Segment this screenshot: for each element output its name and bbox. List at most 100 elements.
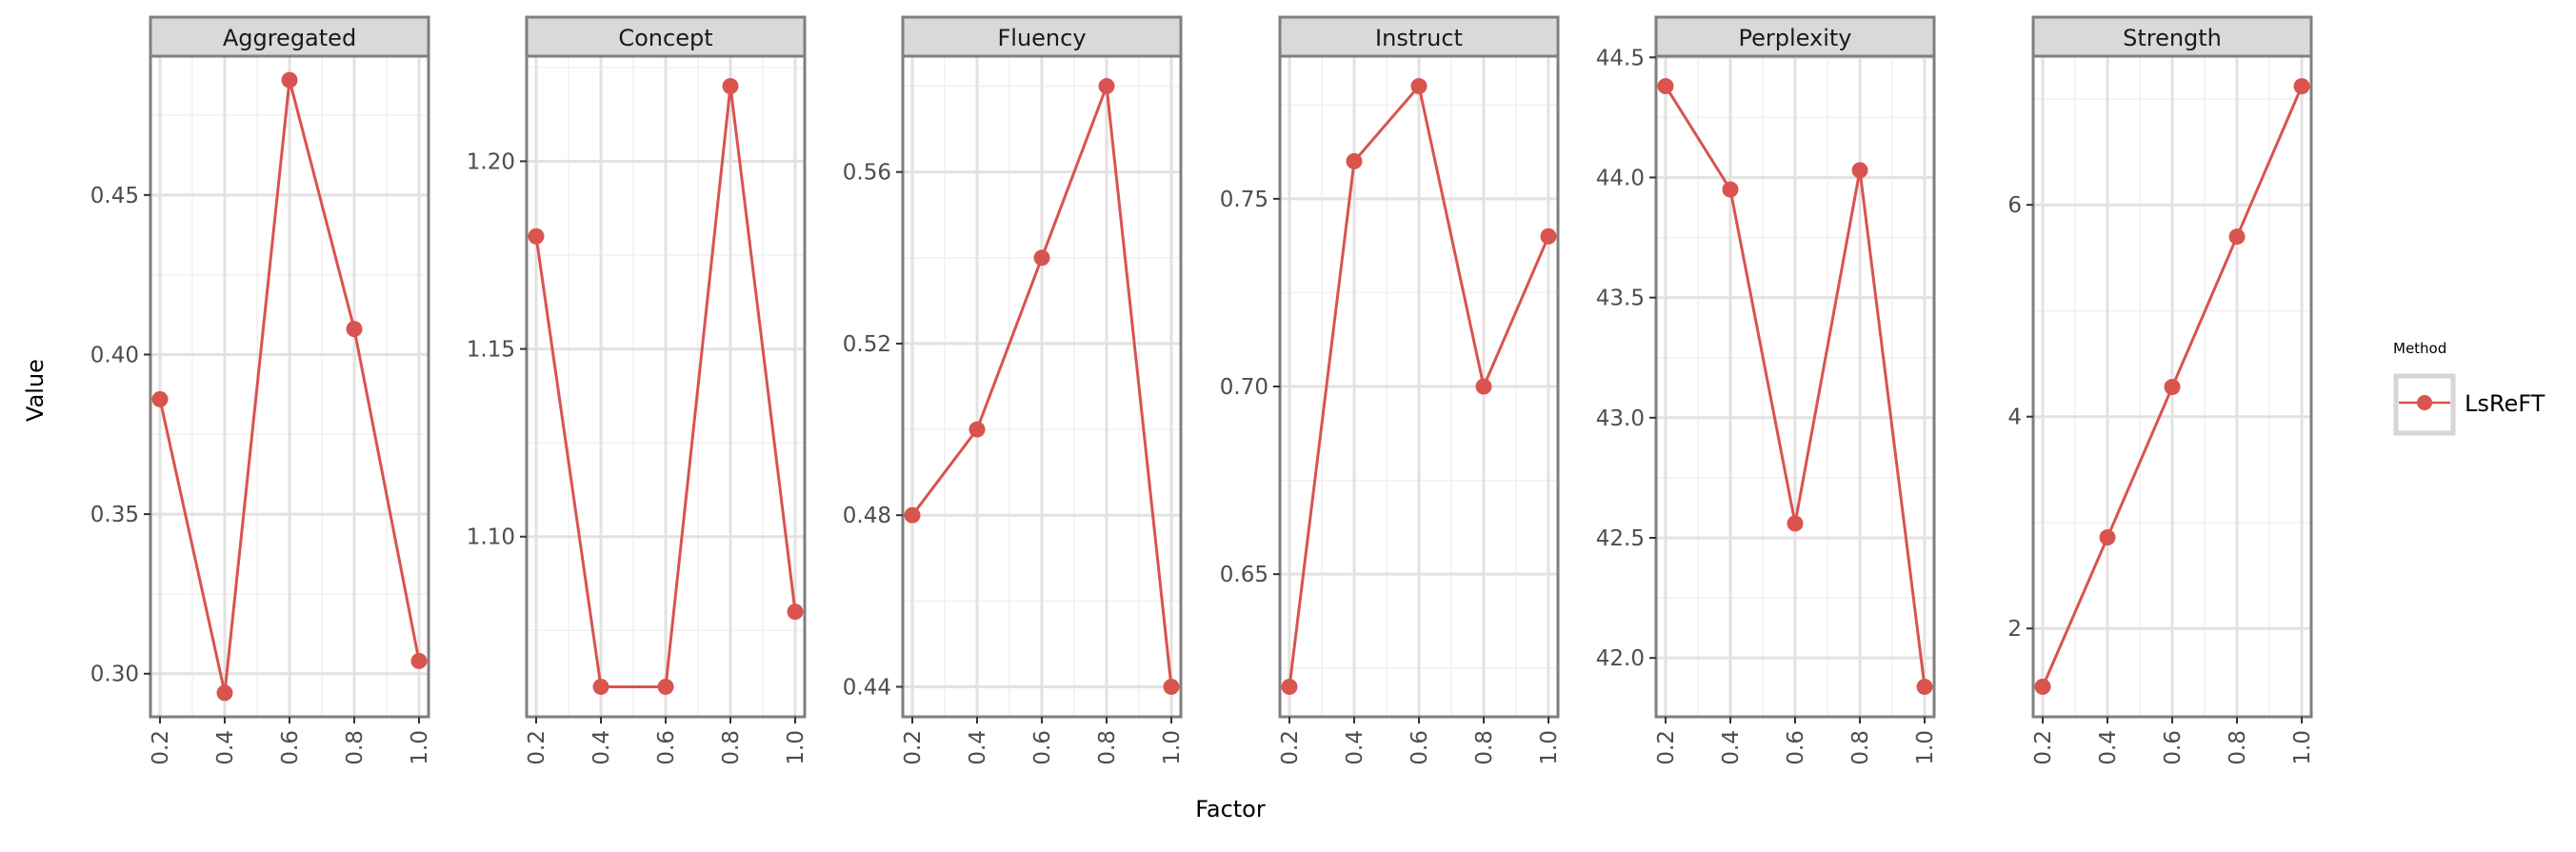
data-point — [1722, 181, 1739, 198]
panel-title-aggregated: Aggregated — [223, 25, 356, 51]
y-tick-label: 6 — [2007, 193, 2022, 218]
y-tick-label: 44.5 — [1596, 46, 1645, 70]
y-tick-label: 0.48 — [843, 504, 891, 528]
y-tick-label: 2 — [2007, 617, 2022, 642]
y-tick-label: 0.65 — [1220, 563, 1268, 587]
x-tick-label: 0.2 — [901, 730, 926, 765]
panel-concept: Concept 1.10 1.15 1.20 0.2 0.4 0.6 0.8 1.0 — [467, 15, 809, 765]
panels: Aggregated 0.30 0.35 0.40 0.45 0.2 0.4 0.6 0.8 1.… — [90, 15, 2315, 765]
x-tick-label: 0.6 — [278, 730, 303, 765]
data-point — [410, 652, 428, 669]
data-point — [216, 684, 233, 702]
data-point — [787, 604, 804, 621]
panel-perplexity: Perplexity 42.0 42.5 43.0 43.5 44.0 44.5 0.2 0.4… — [1596, 15, 1938, 765]
y-tick-label: 43.5 — [1596, 287, 1645, 311]
legend-title: Method — [2393, 340, 2446, 357]
y-tick-label: 0.56 — [843, 161, 891, 186]
panel-aggregated: Aggregated 0.30 0.35 0.40 0.45 0.2 0.4 0.6 0.8 1.… — [90, 15, 432, 765]
y-tick-label: 0.70 — [1220, 375, 1268, 400]
data-point — [1033, 249, 1050, 267]
x-tick-label: 1.0 — [784, 730, 809, 765]
data-point — [346, 321, 363, 338]
x-tick-label: 1.0 — [1537, 730, 1562, 765]
data-point — [2099, 529, 2116, 546]
y-tick-label: 0.40 — [90, 343, 139, 367]
data-point — [1916, 678, 1933, 695]
x-tick-label: 0.2 — [525, 730, 549, 765]
y-tick-label: 0.44 — [843, 675, 891, 700]
data-point — [968, 421, 986, 438]
x-tick-label: 0.6 — [1408, 730, 1432, 765]
x-tick-label: 0.8 — [719, 730, 744, 765]
x-tick-label: 0.8 — [1848, 730, 1873, 765]
legend-key-point — [2417, 395, 2432, 410]
data-point — [1281, 678, 1298, 695]
x-tick-label: 1.0 — [1913, 730, 1938, 765]
x-tick-label: 0.2 — [1654, 730, 1679, 765]
data-point — [904, 506, 921, 524]
x-tick-label: 0.2 — [1278, 730, 1303, 765]
y-tick-label: 42.5 — [1596, 526, 1645, 551]
x-tick-label: 0.8 — [2226, 730, 2250, 765]
x-tick-label: 0.2 — [2031, 730, 2056, 765]
data-point — [1657, 78, 1674, 95]
y-tick-label: 0.30 — [90, 663, 139, 687]
legend-label-lsreft: LsReFT — [2465, 390, 2546, 417]
panel-strength: Strength 2 4 6 0.2 0.4 0.6 0.8 1.0 — [2007, 15, 2315, 765]
data-point — [1540, 228, 1557, 245]
x-tick-label: 0.8 — [1095, 730, 1120, 765]
strip-concept — [525, 15, 807, 58]
y-tick-label: 1.20 — [467, 149, 515, 174]
x-tick-label: 0.4 — [589, 730, 614, 765]
data-point — [1098, 78, 1115, 95]
data-point — [1163, 678, 1180, 695]
y-tick-label: 44.0 — [1596, 166, 1645, 190]
y-tick-label: 0.75 — [1220, 188, 1268, 212]
panel-title-perplexity: Perplexity — [1739, 25, 1852, 51]
x-tick-label: 0.2 — [149, 730, 173, 765]
y-tick-label: 42.0 — [1596, 646, 1645, 671]
data-point — [151, 390, 169, 407]
y-tick-label: 1.15 — [467, 338, 515, 363]
x-tick-label: 0.6 — [2161, 730, 2186, 765]
panel-instruct: Instruct 0.65 0.70 0.75 0.2 0.4 0.6 0.8 1.0 — [1220, 15, 1562, 765]
data-point — [1787, 515, 1804, 532]
data-point — [657, 678, 674, 695]
x-tick-label: 0.8 — [343, 730, 368, 765]
y-tick-label: 0.35 — [90, 503, 139, 527]
panel-fluency: Fluency 0.44 0.48 0.52 0.56 0.2 0.4 0.6 0.8 1.0 — [843, 15, 1185, 765]
x-tick-label: 0.6 — [654, 730, 679, 765]
x-tick-label: 1.0 — [408, 730, 432, 765]
data-point — [1410, 78, 1428, 95]
data-point — [1475, 378, 1492, 395]
x-tick-label: 1.0 — [2290, 730, 2315, 765]
x-tick-label: 0.4 — [1719, 730, 1744, 765]
panel-title-concept: Concept — [618, 25, 712, 51]
x-tick-label: 0.4 — [966, 730, 990, 765]
data-point — [281, 71, 298, 89]
data-point — [2228, 228, 2246, 246]
panel-title-strength: Strength — [2123, 25, 2222, 51]
y-tick-label: 43.0 — [1596, 406, 1645, 431]
strip-perplexity — [1654, 15, 1936, 58]
x-tick-label: 0.8 — [1472, 730, 1497, 765]
data-point — [528, 228, 545, 245]
data-point — [1346, 152, 1363, 169]
panel-title-instruct: Instruct — [1375, 25, 1463, 51]
x-axis-title: Factor — [1195, 796, 1266, 822]
x-tick-label: 0.6 — [1030, 730, 1055, 765]
y-tick-label: 0.52 — [843, 332, 891, 357]
x-tick-label: 0.6 — [1784, 730, 1808, 765]
strip-instruct — [1278, 15, 1560, 58]
x-tick-label: 1.0 — [1160, 730, 1185, 765]
data-point — [592, 678, 609, 695]
data-point — [2164, 379, 2181, 396]
data-point — [2034, 678, 2051, 695]
data-point — [722, 78, 739, 95]
x-tick-label: 0.4 — [213, 730, 238, 765]
data-point — [1851, 162, 1868, 179]
y-axis-title: Value — [22, 359, 49, 422]
y-tick-label: 0.45 — [90, 184, 139, 208]
y-tick-label: 4 — [2007, 406, 2022, 430]
